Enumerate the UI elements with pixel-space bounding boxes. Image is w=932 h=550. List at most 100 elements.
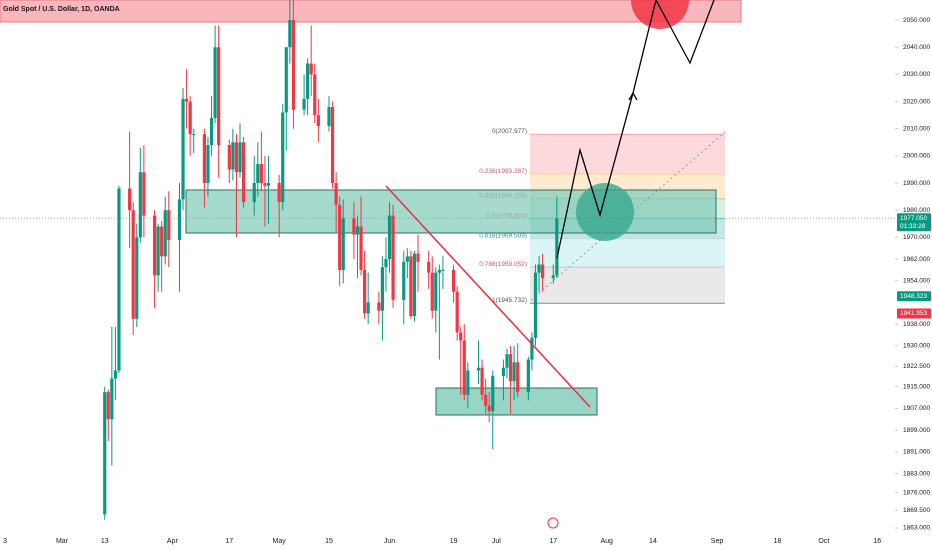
x-tick-label: 19: [450, 538, 458, 545]
candle-body: [252, 183, 256, 203]
y-tick-label: 2020.000: [903, 98, 930, 105]
y-tick-label: 1883.000: [903, 470, 930, 477]
price-badge: [897, 213, 931, 232]
x-tick-label: 17: [549, 538, 557, 545]
x-tick-label: 13: [101, 538, 109, 545]
candle-body: [416, 253, 420, 262]
candle-body: [391, 215, 395, 300]
candle-body: [455, 291, 459, 333]
x-tick-label: 14: [649, 538, 657, 545]
candle-body: [409, 256, 413, 317]
y-tick-label: 1891.000: [903, 449, 930, 456]
candle-body: [405, 256, 409, 262]
y-tick-label: 2030.000: [903, 71, 930, 78]
fib-label: 0(2007.977): [492, 128, 527, 135]
candle-body: [352, 218, 356, 235]
x-tick-label: 17: [225, 538, 233, 545]
candle-body: [256, 164, 260, 184]
candle-body: [167, 210, 171, 241]
candle-body: [217, 47, 221, 146]
candle-body: [412, 253, 417, 317]
projection: [632, 0, 657, 94]
candle-body: [241, 142, 246, 203]
candle-body: [355, 226, 360, 235]
candle-body: [366, 302, 370, 314]
x-tick-label: Jun: [384, 538, 395, 545]
candle-body: [156, 226, 160, 276]
candle-body: [188, 101, 192, 135]
candle-body: [152, 215, 157, 276]
candle-body: [459, 332, 463, 341]
y-tick-label: 1990.000: [903, 180, 930, 187]
candle-body: [227, 145, 231, 170]
candle-body: [541, 264, 545, 279]
projection: [655, 0, 715, 65]
candle-body: [128, 188, 132, 211]
x-tick-label: 15: [325, 538, 333, 545]
candle-body: [313, 74, 317, 116]
y-tick-label: 2010.000: [903, 125, 930, 132]
y-tick-label: 1907.000: [903, 405, 930, 412]
candle-body: [452, 269, 456, 292]
candle-body: [437, 269, 441, 273]
price-badge-label: 1948.323: [900, 293, 927, 300]
candle-body: [505, 354, 509, 368]
fib-band: [530, 134, 725, 175]
candle-body: [110, 378, 114, 420]
candle-body: [484, 394, 488, 406]
target-circle: [631, 0, 689, 29]
candle-body: [213, 47, 217, 118]
price-axis: [895, 0, 932, 550]
y-tick-label: 2050.000: [903, 17, 930, 24]
y-tick-label: 1876.000: [903, 489, 930, 496]
x-tick-label: Oct: [818, 538, 829, 545]
y-tick-label: 1954.000: [903, 278, 930, 285]
y-tick-label: 1970.000: [903, 234, 930, 241]
support-zone: [185, 189, 717, 234]
candle-body: [209, 117, 214, 146]
x-tick-label: Aug: [600, 538, 613, 545]
candle-body: [341, 218, 345, 270]
candle-body: [291, 20, 295, 110]
drawings: [385, 0, 715, 529]
candle-body: [181, 98, 185, 200]
candle-body: [555, 218, 559, 276]
candles: [103, 0, 559, 520]
x-tick-label: 3: [3, 538, 7, 545]
event-icon: [547, 517, 559, 529]
projection: [556, 92, 634, 259]
candle-body: [487, 405, 491, 412]
y-tick-label: 1899.000: [903, 427, 930, 434]
candle-body: [117, 188, 121, 371]
candle-body: [359, 226, 363, 270]
candle-body: [106, 392, 110, 420]
candle-body: [508, 354, 513, 382]
chart-title: Gold Spot / U.S. Dollar, 1D, OANDA: [3, 6, 120, 13]
candle-body: [288, 20, 292, 48]
candle-body: [284, 47, 288, 113]
candle-body: [306, 63, 310, 99]
y-tick-label: 1922.500: [903, 363, 930, 370]
candle-body: [434, 272, 438, 311]
candle-body: [537, 264, 541, 273]
target-circle: [576, 183, 634, 241]
candle-body: [113, 370, 117, 379]
x-tick-label: Jul: [492, 538, 501, 545]
candle-body: [363, 269, 367, 314]
x-tick-label: Sep: [711, 538, 724, 545]
fib-label: 0.618(1969.509): [479, 232, 527, 239]
y-tick-label: 1863.000: [903, 525, 930, 532]
candle-body: [327, 106, 331, 127]
candle-body: [177, 199, 182, 241]
price-badge-timer: 01:33:28: [900, 223, 926, 230]
y-tick-label: 2040.000: [903, 44, 930, 51]
fib-band: [530, 238, 725, 268]
candle-body: [380, 267, 384, 311]
candle-body: [384, 259, 388, 268]
candle-body: [103, 392, 107, 515]
candle-body: [526, 359, 530, 393]
candle-body: [266, 183, 271, 186]
candle-body: [135, 237, 139, 319]
